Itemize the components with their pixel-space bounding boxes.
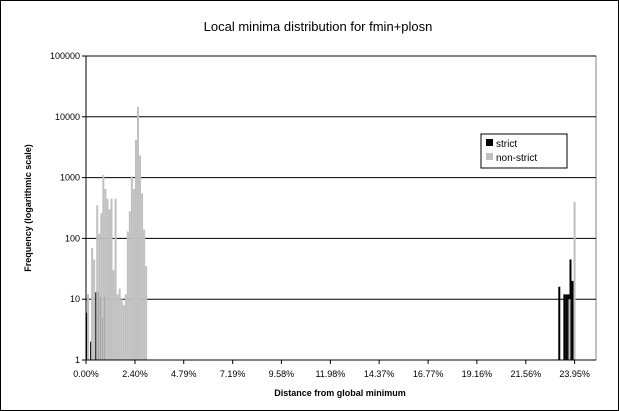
bar-non-strict xyxy=(137,106,140,360)
plot-area xyxy=(85,55,597,361)
y-tick-labels: 1 10 100 1000 10000 100000 xyxy=(50,51,86,365)
bar-non-strict xyxy=(110,198,113,360)
bar-strict xyxy=(101,317,104,360)
x-tick-label: 21.56% xyxy=(511,369,542,379)
bar-non-strict xyxy=(139,155,142,360)
x-tick-label: 7.19% xyxy=(220,369,246,379)
bar-strict xyxy=(569,259,572,360)
bar-non-strict xyxy=(128,211,131,360)
bar-non-strict xyxy=(134,139,137,360)
x-tick-label: 11.98% xyxy=(315,369,345,379)
chart-title: Local minima distribution for fmin+plosn xyxy=(204,19,433,34)
x-tick-label: 2.40% xyxy=(122,369,148,379)
x-tick-label: 4.79% xyxy=(171,369,197,379)
bar-non-strict xyxy=(120,299,123,360)
bar-strict xyxy=(558,286,561,360)
y-tick-label: 10 xyxy=(70,294,80,304)
legend-swatch-non-strict xyxy=(486,153,493,160)
bar-non-strict xyxy=(93,259,96,360)
bar-non-strict xyxy=(87,294,90,360)
bar-non-strict xyxy=(114,198,117,360)
bar-non-strict xyxy=(102,175,105,360)
bar-strict xyxy=(99,296,102,360)
bar-strict xyxy=(95,292,98,360)
legend-swatch-strict xyxy=(486,139,493,146)
bars xyxy=(86,106,576,360)
legend-label-strict: strict xyxy=(496,139,517,150)
bar-non-strict xyxy=(145,266,148,360)
x-tick-label: 23.95% xyxy=(559,369,590,379)
legend-box xyxy=(480,133,568,169)
bar-non-strict xyxy=(98,233,101,360)
y-tick-label: 100000 xyxy=(50,51,80,61)
bar-strict xyxy=(97,292,100,360)
bar-non-strict xyxy=(126,231,129,360)
y-tick-label: 10000 xyxy=(55,112,80,122)
bar-strict xyxy=(563,294,566,360)
x-tick-label: 16.77% xyxy=(413,369,444,379)
bar-non-strict xyxy=(104,188,107,360)
bar-non-strict xyxy=(122,305,125,360)
y-tick-label: 100 xyxy=(65,233,80,243)
x-tick-label: 19.16% xyxy=(462,369,493,379)
x-tick-label: 9.58% xyxy=(269,369,295,379)
bar-non-strict xyxy=(124,294,127,360)
bar-non-strict xyxy=(116,294,119,360)
bar-non-strict xyxy=(112,270,115,360)
y-tick-label: 1000 xyxy=(60,173,80,183)
bar-strict xyxy=(567,294,570,360)
bar-strict xyxy=(103,296,106,360)
bar-non-strict xyxy=(118,288,121,360)
bar-non-strict xyxy=(568,299,571,360)
x-axis-label: Distance from global minimum xyxy=(274,388,406,398)
bar-non-strict xyxy=(573,201,576,360)
bar-non-strict xyxy=(143,229,146,360)
legend: strict non-strict xyxy=(480,133,568,169)
bar-non-strict xyxy=(96,205,99,360)
bar-non-strict xyxy=(108,209,111,360)
legend-label-non-strict: non-strict xyxy=(496,153,537,164)
bar-non-strict xyxy=(132,188,135,360)
x-tick-label: 14.37% xyxy=(364,369,395,379)
bar-non-strict xyxy=(106,198,109,360)
bar-strict xyxy=(571,280,574,360)
x-tick-label: 0.00% xyxy=(73,369,99,379)
gridlines xyxy=(86,55,596,300)
y-axis-label: Frequency (logarithmic scale) xyxy=(23,144,33,272)
bar-non-strict xyxy=(130,176,133,360)
bar-non-strict xyxy=(91,247,94,360)
y-tick-label: 1 xyxy=(75,355,80,365)
bar-strict xyxy=(565,294,568,360)
x-tick-labels: 0.00% 2.40% 4.79% 7.19% 9.58% 11.98% 14.37% 16.… xyxy=(73,360,590,379)
bar-strict xyxy=(90,341,93,360)
bar-non-strict xyxy=(141,193,144,360)
bar-non-strict xyxy=(100,213,103,360)
bar-strict xyxy=(86,312,89,360)
